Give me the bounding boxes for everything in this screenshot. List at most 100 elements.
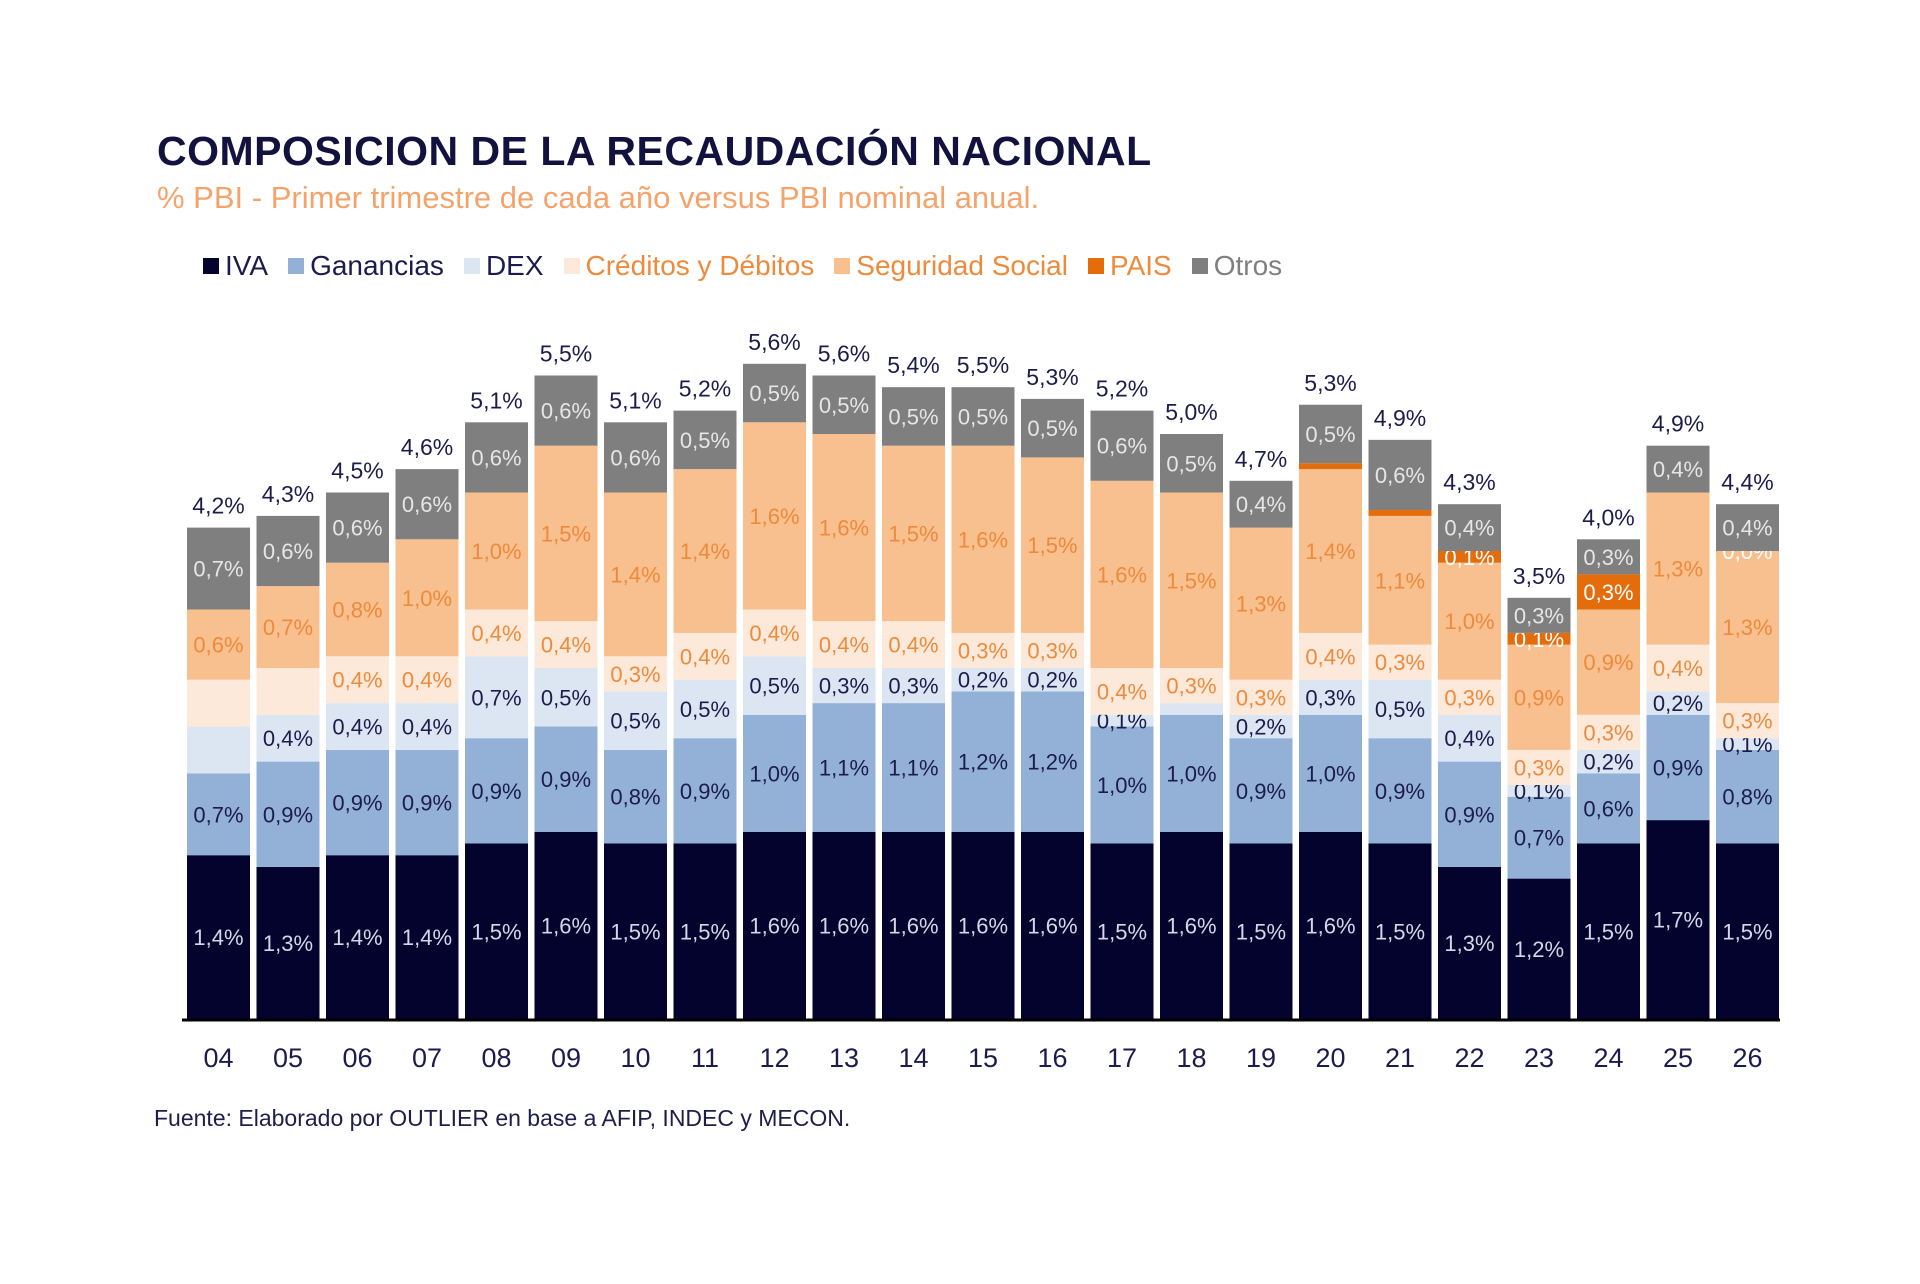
segment-label: 1,1% xyxy=(1375,568,1425,593)
segment-label: 0,6% xyxy=(332,516,382,541)
total-label: 5,3% xyxy=(1304,370,1356,396)
bar-segment-seguridad-social xyxy=(534,445,598,622)
segment-label: 1,6% xyxy=(1305,913,1355,938)
segment-label: 1,5% xyxy=(680,919,730,944)
segment-label: 0,9% xyxy=(1583,650,1633,675)
segment-label: 1,6% xyxy=(819,516,869,541)
segment-label: 0,9% xyxy=(402,791,452,816)
bar-segment-seguridad-social xyxy=(465,492,528,610)
segment-label: 0,4% xyxy=(1236,492,1286,517)
bar-segment-otros xyxy=(1716,504,1779,551)
bar-segment-iva xyxy=(1507,878,1571,1019)
bar-segment-iva xyxy=(1160,831,1223,1019)
segment-label: 0,5% xyxy=(1027,416,1077,441)
x-tick-label: 23 xyxy=(1524,1043,1554,1073)
bar-segment-créditos-y-débitos xyxy=(256,668,320,715)
bar-segment-seguridad-social xyxy=(1438,562,1501,680)
segment-label: 1,6% xyxy=(958,913,1008,938)
segment-label: 0,3% xyxy=(1583,720,1633,745)
x-tick-label: 09 xyxy=(551,1043,581,1073)
bar-segment-créditos-y-débitos xyxy=(1438,679,1501,715)
bar-segment-créditos-y-débitos xyxy=(326,656,389,704)
bar-segment-créditos-y-débitos xyxy=(951,632,1015,668)
legend-swatch xyxy=(834,258,851,274)
bar-segment-créditos-y-débitos xyxy=(1090,668,1154,715)
segment-label: 0,4% xyxy=(541,633,591,658)
bar-segment-otros xyxy=(1021,398,1084,458)
segment-label: 1,1% xyxy=(819,755,869,780)
segment-label: 0,3% xyxy=(1375,650,1425,675)
segment-label: 0,7% xyxy=(471,685,521,710)
segment-label: 0,7% xyxy=(193,557,243,582)
segment-label: 0,2% xyxy=(1653,691,1703,716)
bar-segment-seguridad-social xyxy=(1160,492,1223,668)
segment-label: 0,3% xyxy=(819,674,869,699)
segment-label: 0,4% xyxy=(1444,726,1494,751)
segment-label: 0,6% xyxy=(1583,796,1633,821)
total-label: 4,3% xyxy=(262,481,314,507)
bar-segment-iva xyxy=(1090,843,1154,1019)
bar-segment-ganancias xyxy=(1229,738,1293,844)
bar-segment-otros xyxy=(812,375,876,434)
segment-label: 0,5% xyxy=(680,697,730,722)
bar-segment-dex xyxy=(1438,714,1501,762)
legend-swatch xyxy=(1087,258,1104,274)
total-label: 4,3% xyxy=(1443,469,1495,495)
bar-segment-pais xyxy=(1507,632,1571,645)
segment-label: 1,5% xyxy=(610,919,660,944)
bar-segment-dex xyxy=(1368,679,1432,739)
segment-label: 0,5% xyxy=(680,428,730,453)
x-tick-label: 24 xyxy=(1593,1043,1623,1073)
bar-segment-otros xyxy=(951,387,1015,446)
bar-segment-ganancias xyxy=(604,749,667,844)
segment-label: 1,6% xyxy=(541,913,591,938)
bar-segment-ganancias xyxy=(743,714,806,832)
segment-label: 0,5% xyxy=(888,404,938,429)
legend-swatch xyxy=(288,258,305,274)
bar-segment-ganancias xyxy=(673,738,737,844)
total-label: 5,4% xyxy=(887,352,939,378)
total-label: 4,5% xyxy=(331,458,383,484)
segment-label: 0,6% xyxy=(471,445,521,470)
legend-label: Ganancias xyxy=(310,250,444,281)
segment-label: 0,8% xyxy=(610,785,660,810)
legend-swatch xyxy=(1191,258,1208,274)
bar-segment-dex xyxy=(1021,668,1084,692)
legend-label: Seguridad Social xyxy=(856,250,1068,281)
segment-label: 1,3% xyxy=(263,931,313,956)
bar-segment-créditos-y-débitos xyxy=(882,621,945,668)
segment-label: 0,4% xyxy=(471,621,521,646)
total-label: 4,9% xyxy=(1374,405,1426,431)
segment-label: 0,6% xyxy=(402,492,452,517)
bar-segment-seguridad-social xyxy=(256,586,320,668)
total-label: 4,4% xyxy=(1721,469,1773,495)
total-label: 5,1% xyxy=(609,387,661,413)
segment-label: 1,4% xyxy=(680,539,730,564)
total-label: 5,5% xyxy=(957,352,1009,378)
bar-segment-dex xyxy=(1716,738,1779,750)
segment-label: 0,9% xyxy=(1236,779,1286,804)
bar-segment-seguridad-social xyxy=(1716,551,1779,704)
segment-label: 1,5% xyxy=(1097,919,1147,944)
segment-label: 0,3% xyxy=(1514,755,1564,780)
bar-segment-iva xyxy=(743,831,806,1019)
segment-label: 1,6% xyxy=(819,913,869,938)
segment-label: 1,6% xyxy=(1097,562,1147,587)
legend-item-seguridad-social: Seguridad Social xyxy=(834,250,1068,282)
segment-label: 0,6% xyxy=(193,633,243,658)
segment-label: 0,4% xyxy=(1444,516,1494,541)
bar-segment-otros xyxy=(256,515,320,587)
segment-label: 0,4% xyxy=(332,668,382,693)
bar-segment-ganancias xyxy=(187,773,250,856)
total-label: 3,5% xyxy=(1513,563,1565,589)
segment-label: 1,3% xyxy=(1444,931,1494,956)
bar-segment-seguridad-social xyxy=(882,445,945,622)
bar-segment-créditos-y-débitos xyxy=(604,656,667,692)
x-tick-label: 17 xyxy=(1107,1043,1137,1073)
segment-label: 0,9% xyxy=(1375,779,1425,804)
bar-segment-créditos-y-débitos xyxy=(534,621,598,668)
segment-label: 0,5% xyxy=(749,674,799,699)
segment-label: 0,4% xyxy=(1305,644,1355,669)
bar-segment-dex xyxy=(326,703,389,750)
x-tick-label: 05 xyxy=(273,1043,303,1073)
